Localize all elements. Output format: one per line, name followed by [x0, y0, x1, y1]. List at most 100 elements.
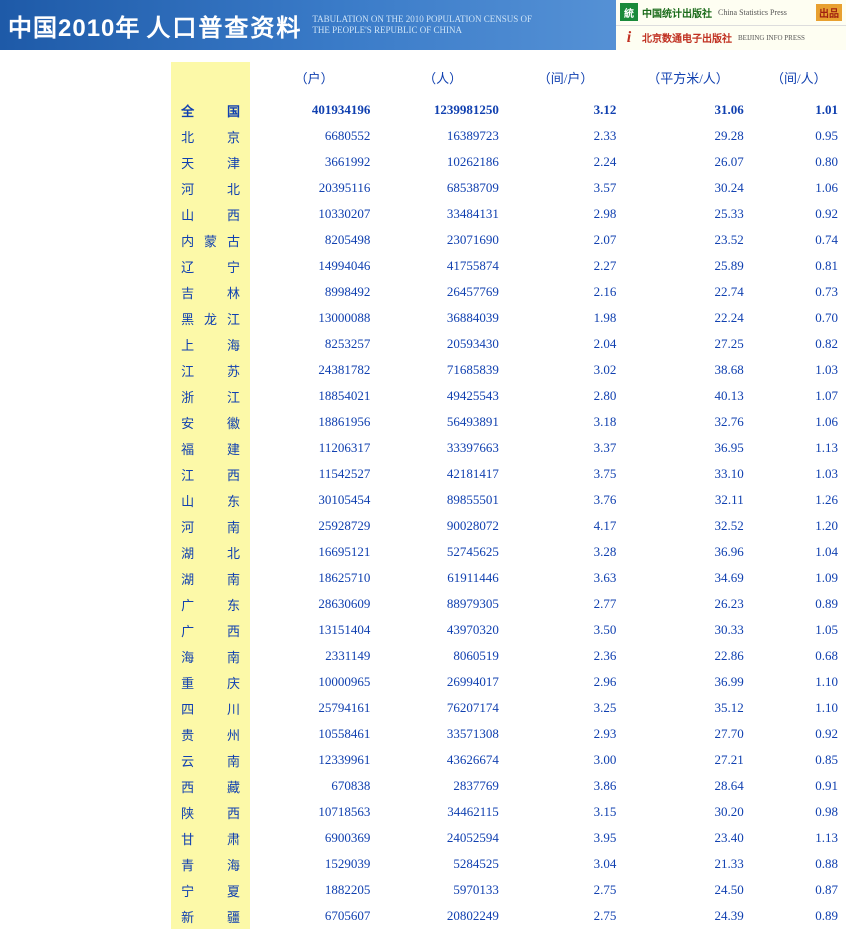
- households-cell: 8205498: [250, 227, 378, 253]
- spacer-cell: [0, 695, 171, 721]
- rooms-per-hh-cell: 3.86: [507, 773, 625, 799]
- rooms-per-hh-cell: 2.36: [507, 643, 625, 669]
- spacer-cell: [0, 253, 171, 279]
- logo2-en: BEIJING INFO PRESS: [738, 34, 805, 42]
- persons-cell: 52745625: [378, 539, 506, 565]
- households-cell: 8253257: [250, 331, 378, 357]
- rooms-per-person-cell: 0.82: [752, 331, 846, 357]
- spacer-cell: [0, 591, 171, 617]
- spacer-cell: [0, 149, 171, 175]
- sqm-per-person-cell: 25.33: [624, 201, 751, 227]
- rooms-per-hh-cell: 2.16: [507, 279, 625, 305]
- rooms-per-person-cell: 1.03: [752, 357, 846, 383]
- sqm-per-person-cell: 28.64: [624, 773, 751, 799]
- households-cell: 3661992: [250, 149, 378, 175]
- sqm-per-person-cell: 25.89: [624, 253, 751, 279]
- table-row: 新 疆6705607208022492.7524.390.89: [0, 903, 846, 929]
- logo1-cn: 中国统计出版社: [642, 5, 712, 20]
- rooms-per-person-cell: 0.85: [752, 747, 846, 773]
- rooms-per-person-cell: 0.70: [752, 305, 846, 331]
- table-row: 江 苏24381782716858393.0238.681.03: [0, 357, 846, 383]
- rooms-per-hh-cell: 3.15: [507, 799, 625, 825]
- sqm-per-person-cell: 23.52: [624, 227, 751, 253]
- rooms-per-hh-cell: 2.98: [507, 201, 625, 227]
- table-row: 宁 夏188220559701332.7524.500.87: [0, 877, 846, 903]
- spacer-cell: [0, 305, 171, 331]
- rooms-per-person-cell: 0.89: [752, 591, 846, 617]
- households-cell: 14994046: [250, 253, 378, 279]
- persons-cell: 33397663: [378, 435, 506, 461]
- logo-row-2: i 北京数通电子出版社 BEIJING INFO PRESS: [616, 26, 846, 51]
- col-region: [171, 62, 250, 97]
- sqm-per-person-cell: 31.06: [624, 97, 751, 123]
- table-row: 海 南233114980605192.3622.860.68: [0, 643, 846, 669]
- households-cell: 6705607: [250, 903, 378, 929]
- sqm-per-person-cell: 21.33: [624, 851, 751, 877]
- rooms-per-person-cell: 0.92: [752, 201, 846, 227]
- table-row: 湖 南18625710619114463.6334.691.09: [0, 565, 846, 591]
- persons-cell: 33484131: [378, 201, 506, 227]
- info-press-icon: i: [620, 29, 638, 47]
- households-cell: 13000088: [250, 305, 378, 331]
- persons-cell: 89855501: [378, 487, 506, 513]
- persons-cell: 26994017: [378, 669, 506, 695]
- rooms-per-hh-cell: 3.63: [507, 565, 625, 591]
- sqm-per-person-cell: 36.96: [624, 539, 751, 565]
- sqm-per-person-cell: 22.86: [624, 643, 751, 669]
- spacer-cell: [0, 643, 171, 669]
- rooms-per-person-cell: 0.89: [752, 903, 846, 929]
- sqm-per-person-cell: 33.10: [624, 461, 751, 487]
- col-spacer-head: [0, 62, 171, 97]
- region-cell: 河 南: [171, 513, 250, 539]
- households-cell: 11542527: [250, 461, 378, 487]
- rooms-per-person-cell: 1.13: [752, 435, 846, 461]
- table-row: 广 西13151404439703203.5030.331.05: [0, 617, 846, 643]
- households-cell: 13151404: [250, 617, 378, 643]
- col-persons: （人）: [378, 62, 506, 97]
- persons-cell: 56493891: [378, 409, 506, 435]
- households-cell: 25794161: [250, 695, 378, 721]
- rooms-per-person-cell: 0.98: [752, 799, 846, 825]
- households-cell: 2331149: [250, 643, 378, 669]
- rooms-per-hh-cell: 3.00: [507, 747, 625, 773]
- rooms-per-person-cell: 0.68: [752, 643, 846, 669]
- households-cell: 6900369: [250, 825, 378, 851]
- table-row: 安 徽18861956564938913.1832.761.06: [0, 409, 846, 435]
- spacer-cell: [0, 513, 171, 539]
- table-row: 贵 州10558461335713082.9327.700.92: [0, 721, 846, 747]
- persons-cell: 43970320: [378, 617, 506, 643]
- rooms-per-person-cell: 1.07: [752, 383, 846, 409]
- spacer-cell: [0, 825, 171, 851]
- households-cell: 10718563: [250, 799, 378, 825]
- spacer-cell: [0, 227, 171, 253]
- sqm-per-person-cell: 36.99: [624, 669, 751, 695]
- col-households: （户）: [250, 62, 378, 97]
- persons-cell: 76207174: [378, 695, 506, 721]
- rooms-per-hh-cell: 3.25: [507, 695, 625, 721]
- rooms-per-person-cell: 0.73: [752, 279, 846, 305]
- sqm-per-person-cell: 22.74: [624, 279, 751, 305]
- table-row: 湖 北16695121527456253.2836.961.04: [0, 539, 846, 565]
- sqm-per-person-cell: 35.12: [624, 695, 751, 721]
- rooms-per-hh-cell: 2.04: [507, 331, 625, 357]
- table-row: 北 京6680552163897232.3329.280.95: [0, 123, 846, 149]
- region-cell: 天 津: [171, 149, 250, 175]
- rooms-per-person-cell: 0.81: [752, 253, 846, 279]
- spacer-cell: [0, 409, 171, 435]
- table-row: 福 建11206317333976633.3736.951.13: [0, 435, 846, 461]
- households-cell: 670838: [250, 773, 378, 799]
- persons-cell: 8060519: [378, 643, 506, 669]
- census-table-wrap: （户） （人） （间/户） （平方米/人） （间/人） 全 国401934196…: [0, 50, 846, 929]
- spacer-cell: [0, 617, 171, 643]
- region-cell: 浙 江: [171, 383, 250, 409]
- region-cell: 黑龙江: [171, 305, 250, 331]
- table-row: 吉 林8998492264577692.1622.740.73: [0, 279, 846, 305]
- rooms-per-hh-cell: 4.17: [507, 513, 625, 539]
- persons-cell: 42181417: [378, 461, 506, 487]
- table-row: 黑龙江13000088368840391.9822.240.70: [0, 305, 846, 331]
- persons-cell: 36884039: [378, 305, 506, 331]
- sqm-per-person-cell: 30.33: [624, 617, 751, 643]
- rooms-per-person-cell: 0.74: [752, 227, 846, 253]
- households-cell: 6680552: [250, 123, 378, 149]
- spacer-cell: [0, 773, 171, 799]
